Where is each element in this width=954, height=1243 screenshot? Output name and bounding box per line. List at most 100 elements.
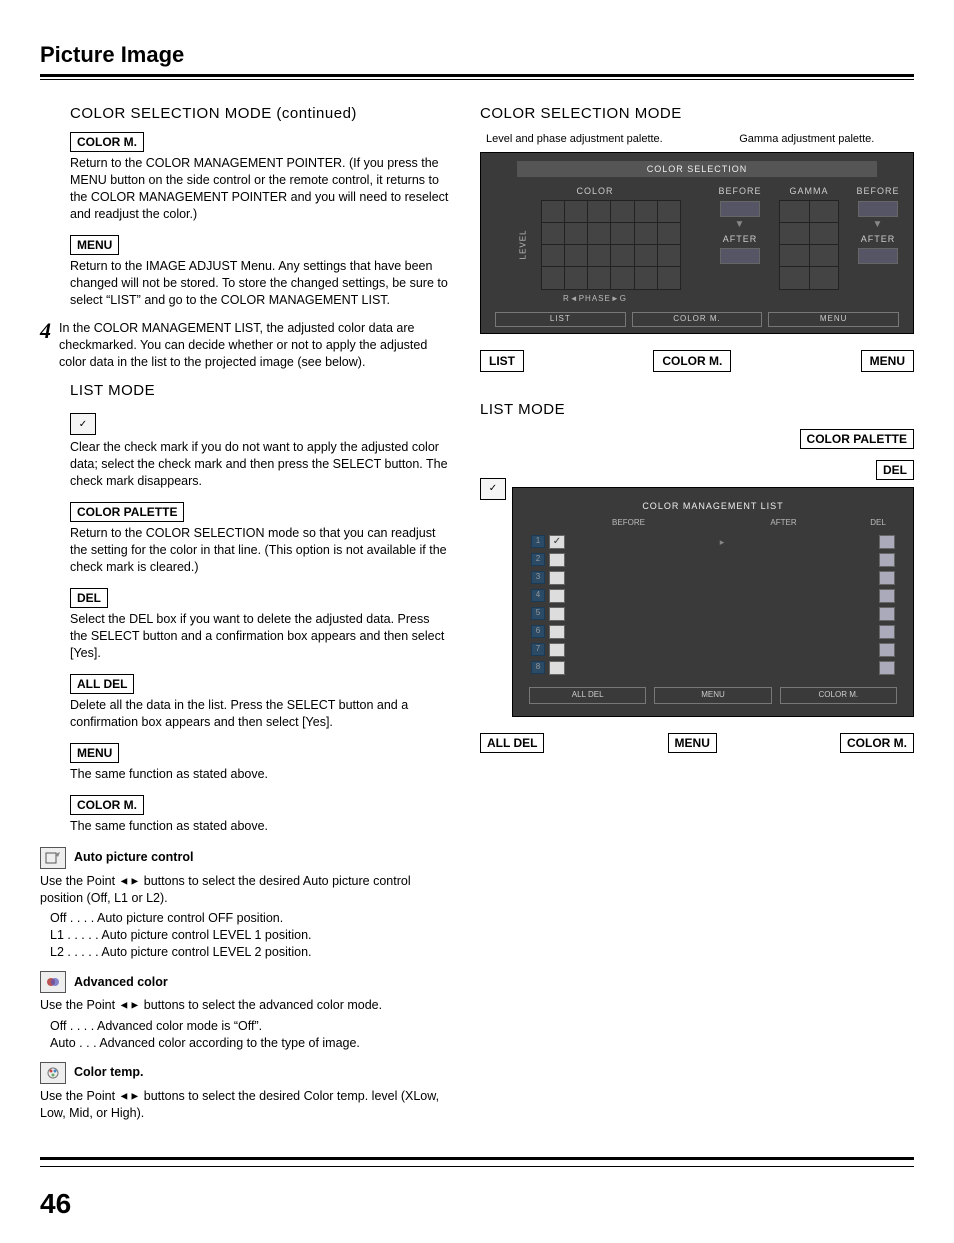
left-right-arrows-icon: ◄► [119, 1090, 141, 1102]
osd-title: COLOR SELECTION [517, 161, 877, 177]
osd2-row-check: ✓ [549, 535, 565, 549]
section-heading-list-mode-right: LIST MODE [480, 400, 914, 420]
osd2-btn-colorm: COLOR M. [780, 687, 897, 704]
osd2-btn-menu: MENU [654, 687, 771, 704]
left-column: COLOR SELECTION MODE (continued) COLOR M… [40, 98, 450, 1134]
osd-gamma-label: GAMMA [789, 185, 828, 197]
osd2-row-del [879, 661, 895, 675]
label-color-palette: COLOR PALETTE [70, 502, 184, 522]
option-off: Off . . . . Auto picture control OFF pos… [50, 910, 450, 927]
advanced-color-intro: Use the Point ◄► buttons to select the a… [40, 997, 450, 1014]
para-del: Select the DEL box if you want to delete… [70, 611, 450, 662]
osd-btn-colorm: COLOR M. [632, 312, 763, 327]
color-temp-icon [40, 1062, 66, 1084]
osd-swatch-before [720, 201, 760, 217]
left-right-arrows-icon: ◄► [119, 999, 141, 1011]
osd2-row-check [549, 607, 565, 621]
label-color-m: COLOR M. [70, 132, 144, 152]
para-color-m: Return to the COLOR MANAGEMENT POINTER. … [70, 155, 450, 223]
auto-picture-heading: Auto picture control [74, 849, 193, 866]
section-heading-list-mode: LIST MODE [70, 381, 450, 401]
osd-level-label: LEVEL [519, 230, 530, 260]
triangle-down-icon: ▼ [735, 218, 746, 232]
caption-row: Level and phase adjustment palette. Gamm… [480, 132, 914, 152]
osd-after-label-2: AFTER [861, 233, 896, 245]
osd-color-grid [541, 200, 681, 290]
auto-picture-intro: Use the Point ◄► buttons to select the d… [40, 873, 450, 907]
osd2-row-del [879, 589, 895, 603]
osd-gamma-grid [779, 200, 839, 290]
osd-after-label: AFTER [723, 233, 758, 245]
step-4-text: In the COLOR MANAGEMENT LIST, the adjust… [59, 320, 450, 371]
left-right-arrows-icon: ◄► [119, 875, 141, 887]
osd2-rows: 1✓▸2345678 [531, 533, 895, 677]
osd2-row-check [549, 661, 565, 675]
triangle-right-icon: ► [611, 294, 620, 305]
auto-picture-icon [40, 847, 66, 869]
osd2-title: COLOR MANAGEMENT LIST [521, 500, 905, 512]
option-l1: L1 . . . . . Auto picture control LEVEL … [50, 927, 450, 944]
bottom-callouts-lm: ALL DEL MENU COLOR M. [480, 733, 914, 756]
callout-row-cs: LIST COLOR M. MENU [480, 350, 914, 372]
osd-swatch-after-2 [858, 248, 898, 264]
triangle-down-icon: ▼ [873, 218, 884, 232]
osd2-row-number: 8 [531, 661, 545, 674]
osd-before-label-2: BEFORE [856, 185, 899, 197]
callout-del: DEL [876, 460, 914, 480]
para-color-m-2: The same function as stated above. [70, 818, 450, 835]
callout-menu: MENU [861, 350, 914, 372]
osd-phase-label: PHASE [579, 294, 611, 305]
option-adv-auto: Auto . . . Advanced color according to t… [50, 1035, 450, 1052]
osd-r-label: R [563, 294, 570, 305]
osd2-row-number: 7 [531, 643, 545, 656]
advanced-color-heading: Advanced color [74, 974, 168, 991]
osd2-row: 8 [531, 659, 895, 677]
triangle-left-icon: ◄ [570, 294, 579, 305]
osd2-row-del [879, 535, 895, 549]
top-callouts-lm: COLOR PALETTE [480, 429, 914, 452]
callout-alldel: ALL DEL [480, 733, 544, 753]
osd2-row-mid: ▸ [565, 536, 879, 548]
osd2-row-del [879, 553, 895, 567]
osd2-row-number: 2 [531, 553, 545, 566]
page-number: 46 [40, 1185, 914, 1223]
osd2-row-check [549, 643, 565, 657]
osd-swatch-before-2 [858, 201, 898, 217]
two-column-layout: COLOR SELECTION MODE (continued) COLOR M… [40, 98, 914, 1134]
callout-colorm-lm: COLOR M. [840, 733, 914, 753]
osd2-row-number: 5 [531, 607, 545, 620]
osd-btn-menu: MENU [768, 312, 899, 327]
label-menu: MENU [70, 235, 119, 255]
caption-level-phase: Level and phase adjustment palette. [486, 132, 676, 146]
osd-btn-list: LIST [495, 312, 626, 327]
para-color-palette: Return to the COLOR SELECTION mode so th… [70, 525, 450, 576]
osd2-row-number: 3 [531, 571, 545, 584]
label-color-m-2: COLOR M. [70, 795, 144, 815]
osd-before-label: BEFORE [718, 185, 761, 197]
checkmark-icon-right: ✓ [480, 478, 506, 500]
section-heading-color-selection-cont: COLOR SELECTION MODE (continued) [70, 104, 450, 124]
option-l2: L2 . . . . . Auto picture control LEVEL … [50, 944, 450, 961]
step-number: 4 [40, 320, 51, 371]
advanced-color-icon [40, 971, 66, 993]
osd2-row: 2 [531, 551, 895, 569]
osd2-row-del [879, 571, 895, 585]
osd2-row-check [549, 589, 565, 603]
checkmark-icon: ✓ [70, 413, 96, 435]
osd2-del-label: DEL [861, 518, 895, 529]
label-menu-2: MENU [70, 743, 119, 763]
osd2-row: 3 [531, 569, 895, 587]
page-title: Picture Image [40, 40, 914, 70]
osd2-row: 1✓▸ [531, 533, 895, 551]
footer-rule-thin [40, 1166, 914, 1167]
callout-menu-lm: MENU [668, 733, 717, 753]
callout-color-palette: COLOR PALETTE [800, 429, 914, 449]
auto-picture-control-row: Auto picture control [40, 847, 450, 869]
color-temp-heading: Color temp. [74, 1064, 143, 1081]
osd2-before-label: BEFORE [551, 518, 706, 529]
osd2-row-del [879, 643, 895, 657]
rule-thin [40, 79, 914, 80]
osd2-row-del [879, 607, 895, 621]
section-heading-color-selection: COLOR SELECTION MODE [480, 104, 914, 124]
label-del: DEL [70, 588, 108, 608]
